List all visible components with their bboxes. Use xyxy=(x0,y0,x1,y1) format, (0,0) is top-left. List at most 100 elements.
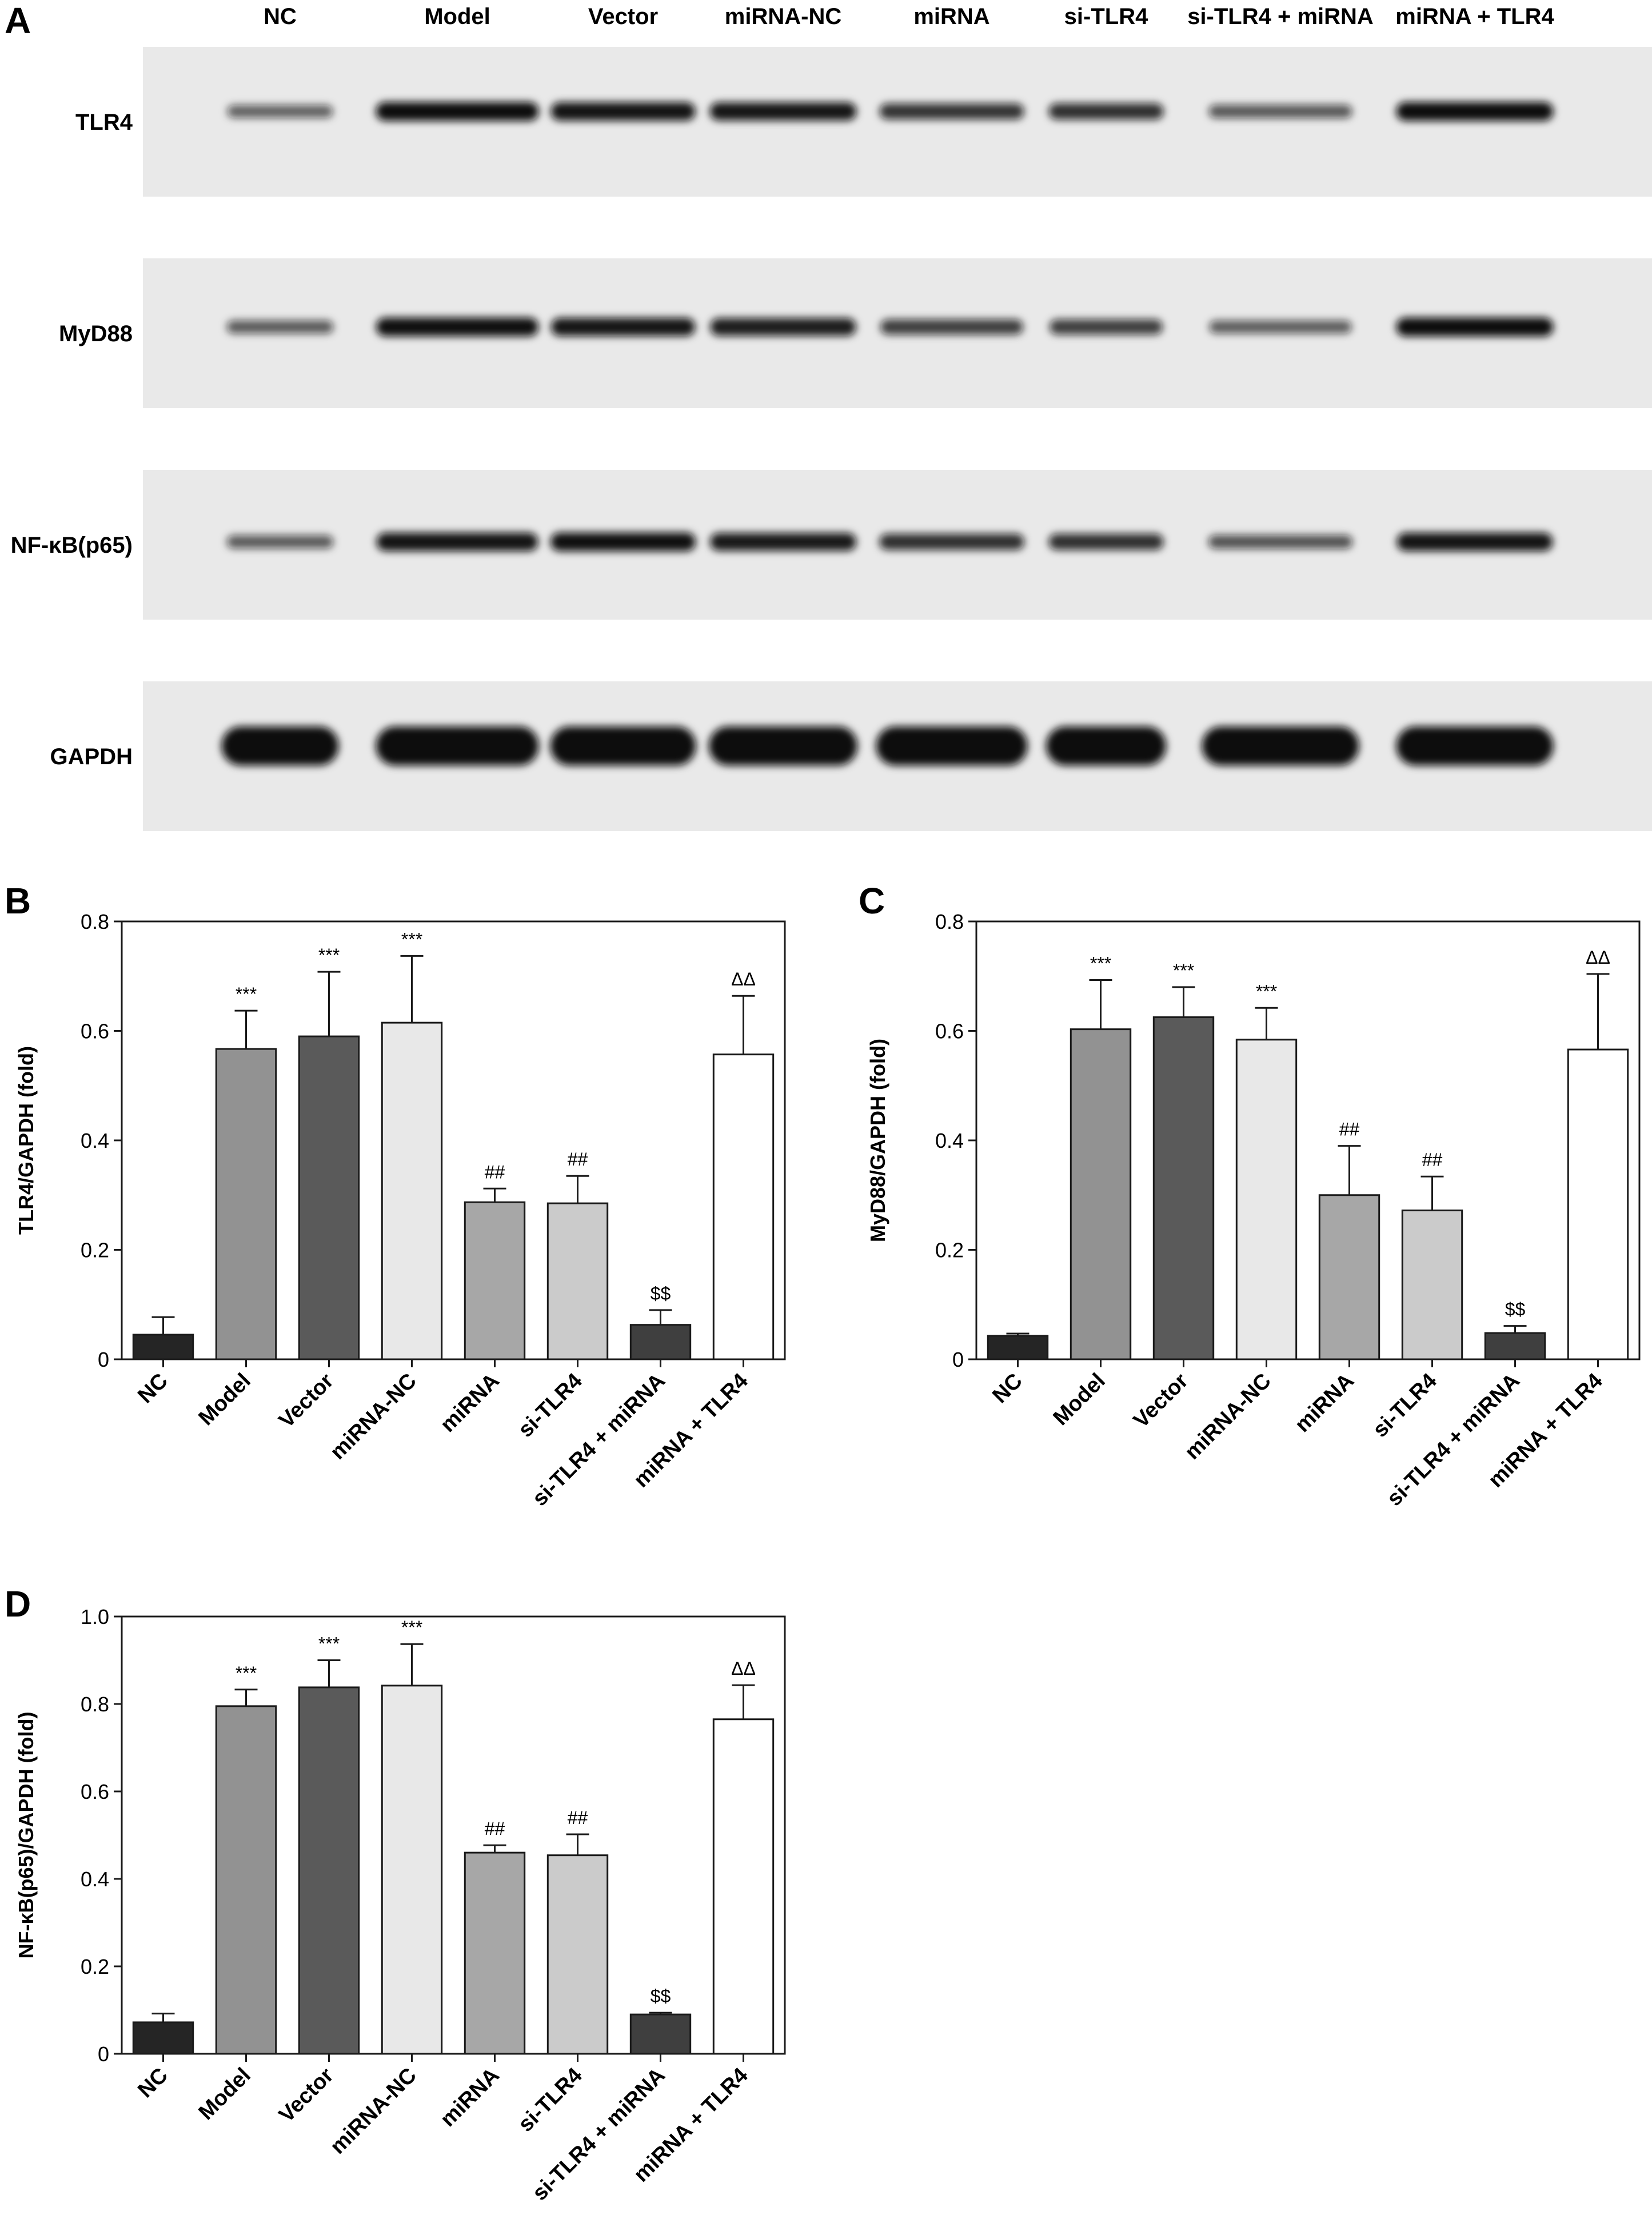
y-tick-label: 0.8 xyxy=(81,910,109,933)
blot-band xyxy=(1396,726,1554,766)
x-tick-label: miRNA-NC xyxy=(1180,1369,1276,1464)
lane-label: NC xyxy=(264,4,297,29)
blot-band xyxy=(710,318,856,336)
y-tick-label: 1.0 xyxy=(81,1605,109,1629)
lane-label: miRNA + TLR4 xyxy=(1395,4,1554,29)
y-tick-label: 0.6 xyxy=(935,1020,964,1043)
blot-band xyxy=(376,726,539,766)
x-tick-label: NC xyxy=(133,2064,173,2103)
lane-label: miRNA xyxy=(913,4,989,29)
blot-band xyxy=(550,102,696,121)
bar xyxy=(629,1324,692,1360)
blot-band xyxy=(376,102,539,121)
x-tick-label: Model xyxy=(1049,1369,1110,1430)
significance-label: *** xyxy=(401,1617,422,1638)
bar xyxy=(132,2021,194,2055)
x-tick-label: miRNA xyxy=(436,2064,504,2132)
panel-a-western-blot: A NC Model Vector miRNA-NC miRNA si-TLR4 si-TL… xyxy=(5,0,1652,831)
y-tick-label: 0.2 xyxy=(81,1239,109,1262)
blot-band xyxy=(1208,535,1353,549)
blot-band xyxy=(1048,103,1164,120)
significance-label: ## xyxy=(568,1807,588,1828)
panel-letter-b: B xyxy=(5,880,31,921)
x-tick-label: Vector xyxy=(274,1369,338,1433)
blot-row: MyD88 xyxy=(59,258,1652,408)
protein-label: TLR4 xyxy=(75,110,133,135)
y-axis-title: MyD88/GAPDH (fold) xyxy=(866,1039,889,1242)
blot-band xyxy=(1049,319,1163,335)
panel-b-tlr4-chart: B 0 0.2 0.4 0.6 0.8 TLR4/GAPDH (fold) NC *** Mod… xyxy=(5,880,786,1511)
significance-label: *** xyxy=(401,929,422,949)
y-axis-title: TLR4/GAPDH (fold) xyxy=(14,1046,38,1235)
y-tick-label: 0 xyxy=(98,2042,109,2066)
blot-band xyxy=(879,533,1024,550)
blot-band xyxy=(550,532,696,552)
panel-letter-c: C xyxy=(859,880,885,921)
x-tick-label: Model xyxy=(194,1369,256,1430)
bar xyxy=(464,1201,526,1360)
blot-band xyxy=(879,103,1024,120)
lane-labels: NC Model Vector miRNA-NC miRNA si-TLR4 si-TLR4… xyxy=(264,4,1554,29)
blot-band xyxy=(1209,320,1352,334)
x-tick-label: NC xyxy=(988,1369,1027,1408)
panel-d-nfkb-chart: D 0 0.2 0.4 0.6 0.8 1.0 NF-κB(p65)/GAPDH (fold… xyxy=(5,1583,786,2205)
bar xyxy=(1070,1028,1132,1360)
panel-letter-d: D xyxy=(5,1583,31,1625)
blot-band xyxy=(1048,533,1164,550)
significance-label: ΔΔ xyxy=(731,969,756,989)
significance-label: *** xyxy=(1173,960,1194,981)
significance-label: *** xyxy=(236,1663,257,1683)
x-tick-label: miRNA-NC xyxy=(326,1369,421,1464)
y-tick-label: 0.6 xyxy=(81,1780,109,1803)
panel-c-myd88-chart: C 0 0.2 0.4 0.6 0.8 MyD88/GAPDH (fold) NC *** Mo… xyxy=(859,880,1641,1511)
significance-label: ## xyxy=(485,1162,505,1182)
bar xyxy=(298,1686,360,2055)
bar xyxy=(629,2013,692,2055)
x-tick-label: Vector xyxy=(1129,1369,1193,1433)
bar xyxy=(987,1335,1049,1360)
bar xyxy=(464,1851,526,2055)
y-tick-label: 0.6 xyxy=(81,1020,109,1043)
blot-band xyxy=(1046,726,1166,766)
blot-band xyxy=(1202,726,1359,766)
blot-band xyxy=(226,320,334,334)
blot-band xyxy=(709,726,857,766)
x-tick-label: miRNA xyxy=(1291,1369,1359,1437)
significance-label: $$ xyxy=(651,1283,671,1304)
plot-frame xyxy=(121,1615,786,2055)
y-tick-label: 0.4 xyxy=(81,1129,109,1152)
y-tick-label: 0.8 xyxy=(81,1693,109,1716)
bar xyxy=(1401,1210,1463,1360)
blot-row: NF-κB(p65) xyxy=(11,470,1652,620)
y-tick-label: 0.2 xyxy=(935,1239,964,1262)
significance-label: *** xyxy=(318,1634,340,1654)
significance-label: $$ xyxy=(651,1986,671,2006)
significance-label: *** xyxy=(236,984,257,1004)
blot-band xyxy=(227,105,333,118)
significance-label: *** xyxy=(1256,981,1277,1001)
significance-label: ΔΔ xyxy=(1586,947,1610,968)
blot-band xyxy=(1396,317,1554,337)
blot-band xyxy=(880,319,1023,335)
blot-row: GAPDH xyxy=(50,681,1652,831)
x-tick-label: si-TLR4 xyxy=(514,1369,587,1442)
y-tick-label: 0.2 xyxy=(81,1955,109,1978)
bar xyxy=(215,1048,277,1360)
lane-label: miRNA-NC xyxy=(725,4,841,29)
blot-band xyxy=(709,102,857,121)
significance-label: ΔΔ xyxy=(731,1658,756,1679)
blot-band xyxy=(376,317,539,337)
bar xyxy=(298,1035,360,1360)
panel-letter-a: A xyxy=(5,0,31,41)
bar xyxy=(1567,1048,1629,1360)
blot-band xyxy=(221,726,339,766)
significance-label: ## xyxy=(1339,1119,1360,1140)
blot-band xyxy=(1208,105,1352,118)
protein-label: NF-κB(p65) xyxy=(11,533,133,558)
blot-band xyxy=(550,318,696,336)
bar xyxy=(546,1854,609,2055)
lane-label: si-TLR4 + miRNA xyxy=(1187,4,1374,29)
x-tick-label: si-TLR4 xyxy=(1368,1369,1442,1442)
bar xyxy=(381,1021,443,1360)
